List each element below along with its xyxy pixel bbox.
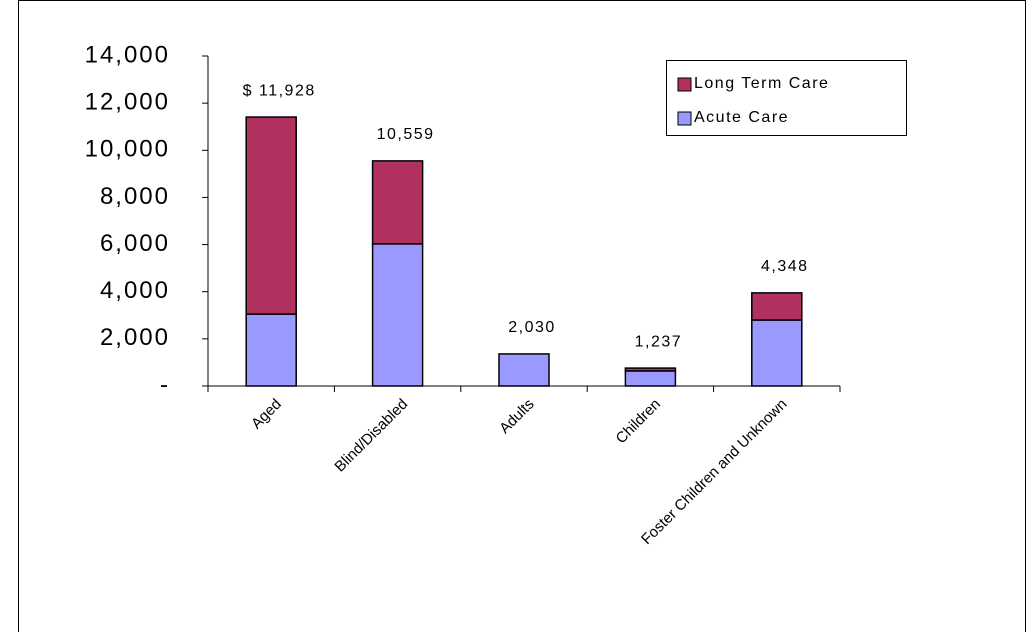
bar-segment: [624, 370, 677, 387]
bar-segment: [371, 243, 424, 387]
bar-segment: [751, 292, 803, 321]
data-label: 2,030: [508, 319, 556, 336]
legend-swatch: [677, 111, 692, 126]
bar-segment: [245, 116, 297, 315]
legend-label: Acute Care: [694, 109, 789, 126]
bar-segment: [751, 319, 803, 387]
bar-segment: [498, 353, 550, 387]
data-label: 1,237: [635, 333, 683, 350]
data-label: 10,559: [377, 126, 435, 143]
data-label: $ 11,928: [243, 82, 316, 99]
y-tick-label: 12,000: [85, 88, 170, 115]
y-tick-label: 6,000: [100, 230, 170, 257]
legend-label: Long Term Care: [694, 75, 829, 92]
y-tick-label: 8,000: [100, 183, 170, 210]
y-tick-label: 2,000: [100, 324, 170, 351]
bar-segment: [371, 160, 424, 245]
legend-swatch: [677, 77, 692, 92]
y-tick-label: -: [160, 371, 170, 398]
bar-segment: [624, 367, 677, 372]
y-tick-label: 4,000: [100, 277, 170, 304]
y-tick-label: 10,000: [85, 136, 170, 163]
data-label: 4,348: [761, 258, 809, 275]
bar-segment: [245, 313, 297, 387]
y-tick-label: 14,000: [85, 41, 170, 68]
legend: Long Term Care Acute Care: [666, 60, 907, 136]
legend-box: [666, 60, 907, 136]
